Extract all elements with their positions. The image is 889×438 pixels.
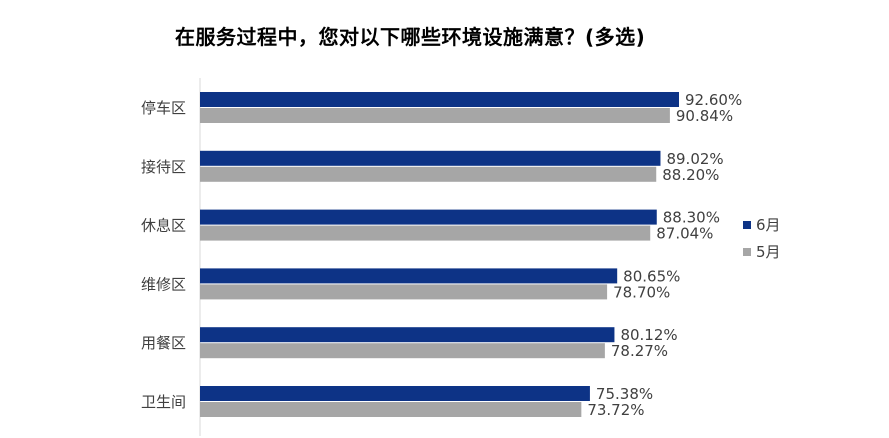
category-label: 用餐区 [141,334,186,352]
data-label: 75.38% [596,385,653,403]
bar-series2 [200,343,605,359]
category-label: 卫生间 [141,393,186,411]
legend-swatch [743,221,751,229]
data-label: 88.30% [663,209,720,227]
bar-series2 [200,166,657,182]
legend-label: 6月 [756,216,781,234]
bar-series2 [200,108,670,123]
data-label: 92.60% [685,91,742,109]
data-label: 78.27% [611,342,668,360]
category-label: 接待区 [141,158,186,176]
data-label: 89.02% [666,150,723,168]
data-label: 73.72% [587,401,644,419]
bar-series2 [200,402,582,417]
bar-series1 [200,268,618,284]
bar-series2 [200,284,608,300]
legend: 6月 5月 [743,216,781,261]
labels-group: 停车区 92.60%90.84%接待区 89.02%88.20%休息区 88.30%8… [141,91,742,419]
category-label: 休息区 [141,217,186,235]
data-label: 90.84% [676,107,733,125]
chart-title: 在服务过程中，您对以下哪些环境设施满意？(多选) [175,25,646,49]
data-label: 80.12% [620,326,677,344]
bar-series1 [200,150,661,166]
data-label: 87.04% [656,225,713,243]
data-label: 78.70% [613,283,670,301]
bar-series2 [200,225,651,241]
bar-series1 [200,386,590,401]
bars-group [200,92,679,417]
data-label: 88.20% [662,166,719,184]
category-label: 停车区 [141,99,186,117]
legend-swatch [743,248,751,256]
category-label: 维修区 [141,275,186,293]
bar-series1 [200,327,615,343]
bar-series1 [200,209,657,225]
bar-series1 [200,92,679,107]
data-label: 80.65% [623,267,680,285]
legend-label: 5月 [756,243,781,261]
